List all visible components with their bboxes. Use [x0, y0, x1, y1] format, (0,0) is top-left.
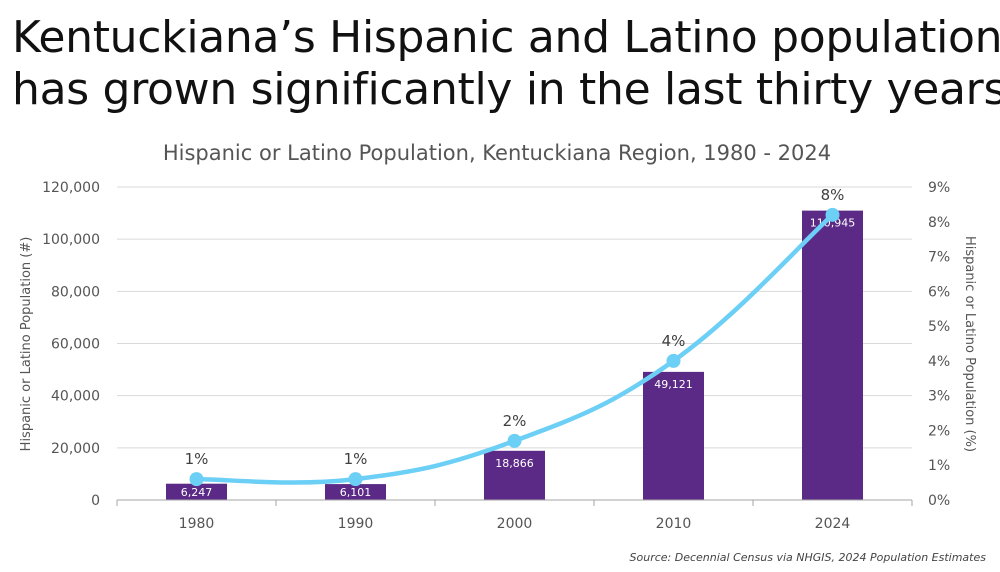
- bar: [643, 371, 704, 500]
- y-tick-label-left: 40,000: [51, 389, 100, 405]
- axes: 0 20,000 40,000 60,000 80,000 100,000 120,000 0…: [42, 180, 950, 532]
- chart-title: Hispanic or Latino Population, Kentuckia…: [163, 141, 831, 165]
- y-tick-label-right: 8%: [928, 215, 950, 231]
- y-axis-title-left: Hispanic or Latino Population (#): [19, 237, 34, 452]
- headline: Kentuckiana’s Hispanic and Latino popula…: [12, 12, 1000, 116]
- y-tick-label-right: 0%: [928, 493, 950, 509]
- line-point: [189, 472, 204, 487]
- y-tick-label-right: 9%: [928, 180, 950, 196]
- line-point: [348, 472, 363, 487]
- y-tick-label-right: 7%: [928, 250, 950, 266]
- bar-data-label: 49,121: [654, 378, 693, 391]
- line-data-label: 4%: [662, 332, 686, 350]
- x-tick-label: 2000: [497, 516, 533, 532]
- line-data-label: 2%: [503, 412, 527, 430]
- y-tick-label-left: 80,000: [51, 284, 100, 300]
- y-tick-label-left: 100,000: [42, 232, 100, 248]
- line-point: [507, 433, 522, 448]
- y-tick-label-left: 60,000: [51, 337, 100, 353]
- source-note: Source: Decennial Census via NHGIS, 2024…: [629, 551, 986, 564]
- headline-line-2: has grown significantly in the last thir…: [12, 64, 1000, 115]
- y-tick-label-left: 20,000: [51, 441, 100, 457]
- y-tick-label-left: 120,000: [42, 180, 100, 196]
- bar: [325, 484, 386, 500]
- line-point: [825, 207, 840, 222]
- y-tick-label-right: 5%: [928, 319, 950, 335]
- line-series: 1% 1% 2% 4% 8%: [185, 186, 845, 487]
- y-tick-label-right: 4%: [928, 354, 950, 370]
- bar-data-label: 18,866: [495, 457, 534, 470]
- y-tick-label-right: 3%: [928, 389, 950, 405]
- y-axis-title-right: Hispanic or Latino Population (%): [962, 236, 977, 452]
- bar: [484, 450, 545, 500]
- headline-line-1: Kentuckiana’s Hispanic and Latino popula…: [12, 12, 1000, 63]
- bar: [802, 210, 863, 500]
- x-tick-label: 1990: [338, 516, 374, 532]
- x-tick-label: 1980: [179, 516, 215, 532]
- line-point: [666, 353, 681, 368]
- y-tick-label-left: 0: [91, 493, 100, 509]
- x-tick-label: 2024: [815, 516, 851, 532]
- y-tick-label-right: 1%: [928, 458, 950, 474]
- line-path: [194, 212, 835, 485]
- line-data-label: 1%: [344, 450, 368, 468]
- bar-data-label: 6,247: [181, 486, 213, 499]
- line-data-label: 8%: [821, 186, 845, 204]
- bar-data-label: 6,101: [340, 486, 372, 499]
- line-data-label: 1%: [185, 450, 209, 468]
- x-tick-label: 2010: [656, 516, 692, 532]
- gridlines: [117, 186, 912, 449]
- y-tick-label-right: 2%: [928, 423, 950, 439]
- bar: [166, 483, 227, 500]
- y-tick-label-right: 6%: [928, 284, 950, 300]
